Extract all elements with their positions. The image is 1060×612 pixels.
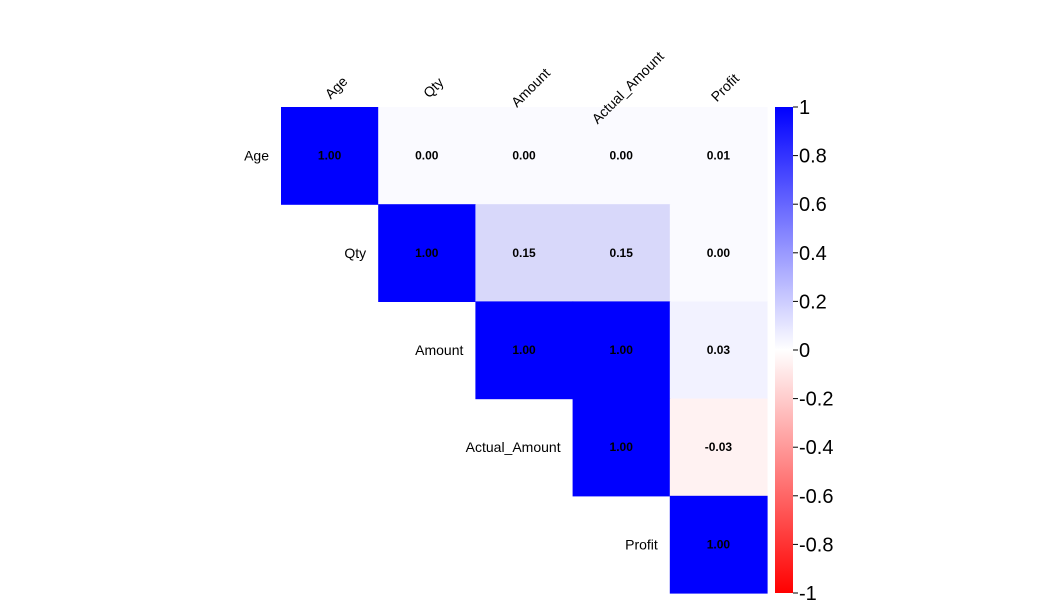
colorbar-tick-label: 1 (799, 97, 810, 119)
cell-value-label: 0.03 (707, 343, 731, 357)
cell-value-label: 1.00 (610, 343, 634, 357)
heatmap-cell-actual_amount-actual_amount (572, 398, 671, 497)
row-labels: Age Qty Amount Actual_Amount Profit (244, 148, 658, 553)
heatmap-cell-age-qty (378, 107, 476, 205)
colorbar-tick-label: -1 (799, 583, 817, 605)
column-label-amount: Amount (508, 65, 554, 111)
row-label-actual_amount: Actual_Amount (466, 439, 561, 455)
column-label-qty: Qty (420, 74, 447, 101)
heatmap-cell-age-actual_amount (572, 107, 671, 205)
cell-value-label: 1.00 (512, 343, 536, 357)
cell-value-label: -0.03 (705, 440, 733, 454)
heatmap-cell-qty-actual_amount (572, 204, 671, 302)
row-label-age: Age (244, 148, 269, 164)
row-label-amount: Amount (415, 342, 463, 358)
cell-value-label: 0.15 (512, 246, 536, 260)
cell-value-label: 0.00 (512, 149, 536, 163)
colorbar-tick-label: 0.8 (799, 146, 827, 168)
heatmap-cell-qty-amount (475, 204, 574, 302)
heatmap-cell-age-profit (669, 107, 768, 205)
colorbar-tick-label: 0.6 (799, 194, 827, 216)
colorbar-tick-label: -0.8 (799, 534, 833, 556)
colorbar-tick-label: -0.6 (799, 486, 833, 508)
heatmap-cells (281, 107, 768, 594)
cell-value-label: 1.00 (610, 440, 634, 454)
heatmap-value-labels: 1.00 0.00 0.00 0.00 0.01 1.00 0.15 0.15 0.00 1.00… (318, 149, 732, 552)
cell-value-label: 1.00 (318, 149, 342, 163)
cell-value-label: 0.00 (707, 246, 731, 260)
colorbar-tick-label: 0.2 (799, 291, 827, 313)
colorbar-tick-label: -0.4 (799, 437, 833, 459)
heatmap-cell-actual_amount-profit (669, 398, 768, 497)
row-label-qty: Qty (344, 245, 366, 261)
heatmap-cell-amount-amount (475, 301, 574, 400)
cell-value-label: 0.15 (610, 246, 634, 260)
heatmap-cell-age-age (281, 107, 379, 205)
cell-value-label: 1.00 (707, 537, 731, 551)
colorbar-tick-label: -0.2 (799, 389, 833, 411)
cell-value-label: 1.00 (415, 246, 439, 260)
column-label-age: Age (322, 73, 351, 102)
heatmap-cell-age-amount (475, 107, 574, 205)
colorbar: 1 0.8 0.6 0.4 0.2 0 -0.2 -0.4 -0.6 -0.8 -1 (775, 97, 833, 605)
heatmap-cell-qty-qty (378, 204, 476, 302)
heatmap-cell-profit-profit (669, 495, 768, 594)
colorbar-tick-label: 0 (799, 340, 810, 362)
colorbar-tick-label: 0.4 (799, 243, 827, 265)
row-label-profit: Profit (625, 536, 658, 552)
cell-value-label: 0.01 (707, 149, 731, 163)
colorbar-gradient (775, 107, 793, 593)
cell-value-label: 0.00 (610, 149, 634, 163)
heatmap-cell-amount-profit (669, 301, 768, 400)
cell-value-label: 0.00 (415, 149, 439, 163)
heatmap-cell-qty-profit (669, 204, 768, 302)
heatmap-cell-amount-actual_amount (572, 301, 671, 400)
column-label-profit: Profit (708, 70, 742, 104)
